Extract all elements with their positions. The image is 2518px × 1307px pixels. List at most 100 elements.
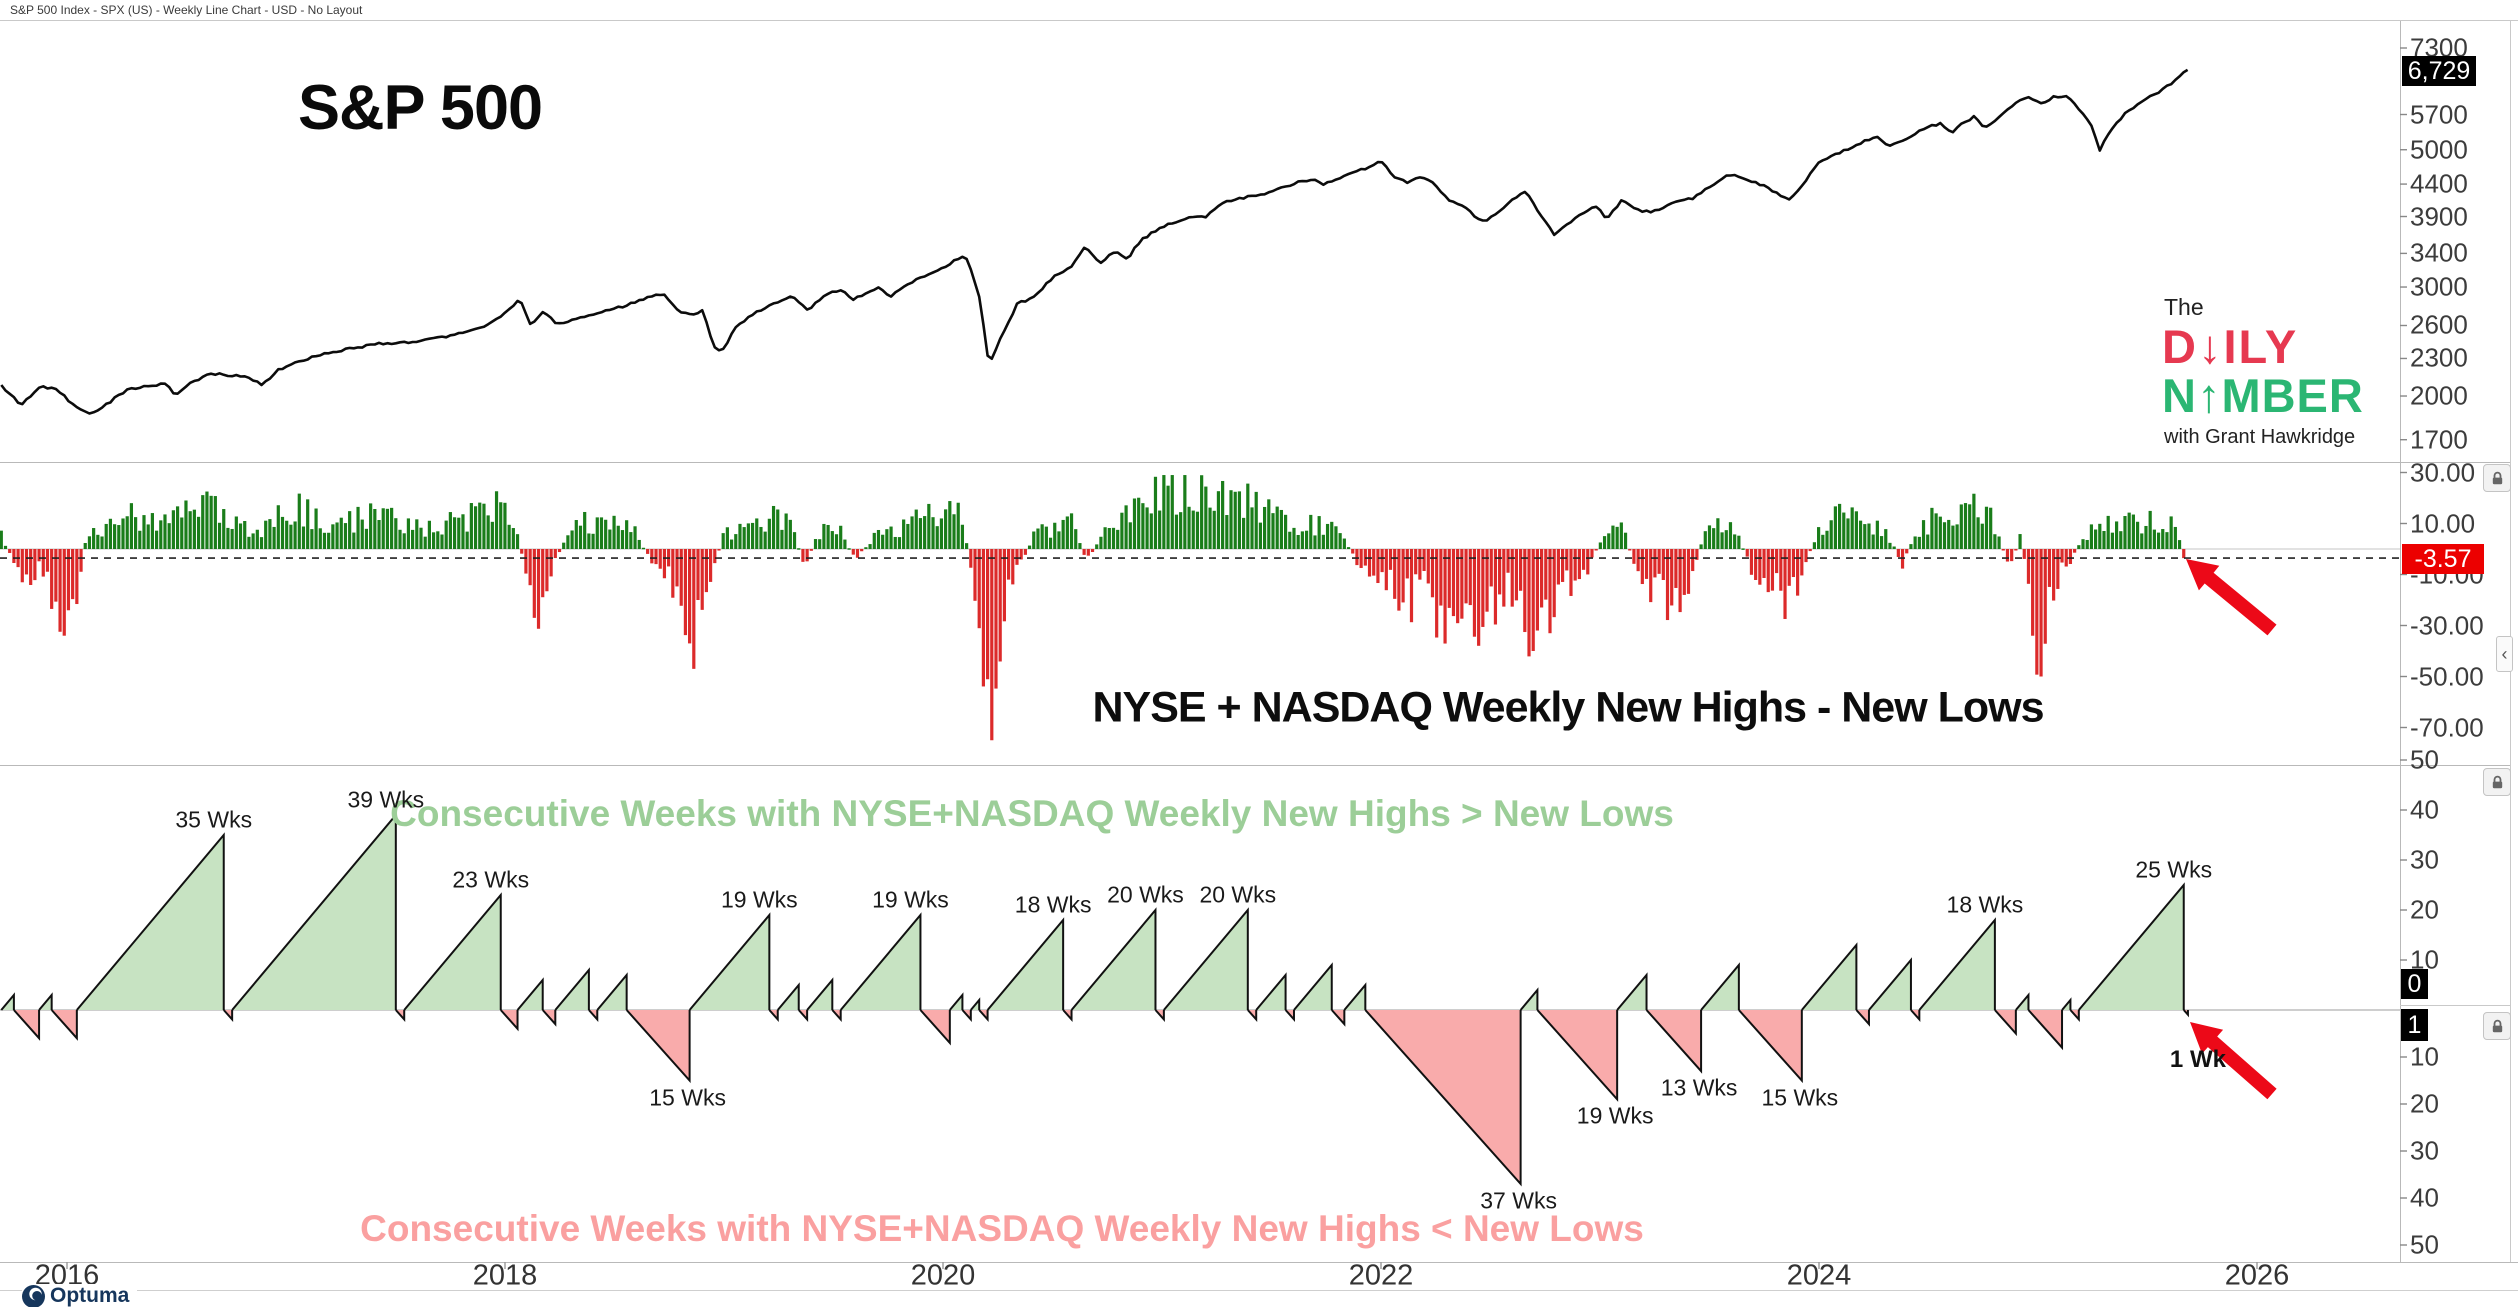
nhnl-axis-label: -30.00 [2410, 610, 2484, 640]
streak-outline-42 [1616, 972, 1648, 1011]
streak-outline-40 [1519, 987, 1539, 1011]
streak-outline-14 [596, 972, 628, 1011]
streak-up-title: Consecutive Weeks with NYSE+NASDAQ Weekl… [390, 793, 1674, 834]
nhnl-axis-label: -50.00 [2410, 661, 2484, 691]
streak-outline-33 [1247, 1009, 1258, 1023]
logo-down-arrow-icon: ↓ [2197, 320, 2224, 373]
price-panel-title: S&P 500 [298, 73, 543, 143]
streak-outline-39 [1364, 1009, 1522, 1187]
axis-lock-button-1[interactable] [2483, 768, 2511, 796]
streak-outline-41 [1536, 1009, 1619, 1102]
price-axis-label: 4400 [2410, 168, 2468, 199]
streak-outline-15 [625, 1009, 691, 1084]
streak-label: 15 Wks [649, 1084, 726, 1110]
streak-outline-44 [1700, 962, 1740, 1011]
nhnl-axis-label: 10.00 [2410, 508, 2476, 538]
streak-outline-16 [688, 912, 771, 1011]
nhnl-axis-label: -70.00 [2410, 712, 2484, 742]
logo-tagline: with Grant Hawkridge [2164, 426, 2356, 448]
streak-outline-35 [1284, 1009, 1295, 1023]
optuma-icon [22, 1284, 45, 1307]
streak-outline-47 [1855, 1009, 1870, 1027]
streak-outline-37 [1331, 1009, 1346, 1027]
streak-outline-21 [831, 1009, 842, 1023]
streak-label: 13 Wks [1660, 1074, 1738, 1101]
streak-outline-9 [499, 1009, 519, 1032]
streak-outline-29 [1062, 1009, 1073, 1023]
axis-collapse-chevron[interactable]: ‹ [2496, 636, 2513, 672]
window-title-tab[interactable]: S&P 500 Index - SPX (US) - Weekly Line C… [0, 0, 2518, 21]
nhnl-last-value-arrow [2186, 559, 2277, 636]
last-price-badge: 6,729 [2402, 56, 2476, 86]
streak-outline-18 [776, 982, 800, 1011]
time-axis-label: 2020 [910, 1259, 976, 1292]
streak-up-axis-label: 30 [2410, 844, 2439, 875]
price-axis-label: 3400 [2410, 237, 2468, 268]
streak-up-value-badge: 0 [2401, 969, 2428, 999]
streak-outline-57 [2183, 1009, 2189, 1018]
streak-down-value-badge: 1 [2401, 1009, 2428, 1041]
streak-outline-3 [50, 1009, 78, 1041]
streak-outline-20 [806, 977, 834, 1011]
axis-lock-button-0[interactable] [2483, 464, 2511, 492]
streak-label: 19 Wks [872, 886, 949, 913]
time-axis-label: 2024 [1786, 1259, 1852, 1292]
streak-outline-13 [588, 1009, 599, 1023]
streak-outline-4 [76, 832, 225, 1011]
logo-the: The [2164, 294, 2204, 320]
time-axis-label: 2026 [2224, 1259, 2290, 1292]
lock-icon [2492, 775, 2502, 788]
price-axis-label: 1700 [2410, 424, 2468, 455]
streak-label: 39 Wks [347, 786, 425, 813]
streak-outline-12 [554, 967, 590, 1011]
streak-down-axis-label: 20 [2410, 1088, 2439, 1119]
daily-number-logo: The D↓ILY N↑MBER with Grant Hawkridge [2162, 294, 2364, 448]
chevron-left-icon: ‹ [2501, 643, 2508, 664]
streak-up-axis-label: 40 [2410, 794, 2439, 825]
streak-outline-2 [38, 992, 53, 1011]
streak-outline-19 [797, 1009, 809, 1023]
nhnl-panel-title: NYSE + NASDAQ Weekly New Highs - New Low… [1092, 683, 2044, 732]
price-axis-label: 2300 [2410, 342, 2468, 373]
streak-outline-5 [222, 1009, 234, 1023]
logo-number: N↑MBER [2162, 369, 2364, 422]
nhnl-last-bar [2182, 549, 2186, 559]
streak-outline-25 [961, 1009, 972, 1023]
streak-outline-38 [1343, 982, 1367, 1011]
streak-outline-52 [2015, 992, 2030, 1011]
streak-label: 18 Wks [1014, 891, 1092, 918]
streak-outline-32 [1163, 907, 1249, 1011]
axis-lock-button-2[interactable] [2483, 1012, 2511, 1040]
streak-outline-48 [1868, 957, 1912, 1011]
streak-label: 23 Wks [452, 866, 530, 893]
streak-down-axis-label: 50 [2410, 1229, 2439, 1260]
streak-outline-51 [1994, 1009, 2017, 1037]
window-title: S&P 500 Index - SPX (US) - Weekly Line C… [10, 3, 363, 17]
streak-outline-43 [1645, 1009, 1703, 1074]
time-axis-label: 2022 [1348, 1259, 1414, 1292]
streak-outline-17 [768, 1009, 779, 1023]
streak-down-axis-label: 10 [2410, 1041, 2439, 1072]
streak-label: 19 Wks [721, 886, 798, 913]
streak-label: 25 Wks [2135, 856, 2213, 883]
time-axis-label: 2018 [472, 1259, 538, 1292]
streak-up-axis-label: 20 [2410, 894, 2439, 925]
streak-outline-26 [970, 997, 981, 1011]
streak-outline-28 [986, 917, 1065, 1011]
streak-outline-45 [1738, 1009, 1803, 1084]
price-axis-label: 5700 [2410, 99, 2468, 129]
streak-outline-49 [1910, 1009, 1921, 1023]
lock-icon [2492, 1019, 2502, 1032]
streak-label: 37 Wks [1480, 1187, 1557, 1214]
streak-label: 35 Wks [175, 806, 253, 833]
streak-outline-27 [978, 1009, 989, 1023]
streak-label: 18 Wks [1946, 891, 2024, 918]
streak-outline-6 [231, 812, 397, 1011]
streak-outline-54 [2061, 997, 2072, 1011]
streak-outline-55 [2069, 1009, 2080, 1023]
streak-label-1wk: 1 Wk [2169, 1046, 2226, 1073]
optuma-wordmark: Optuma [50, 1284, 130, 1307]
streak-up-axis-label: 50 [2410, 744, 2439, 775]
price-axis-label: 3900 [2410, 201, 2468, 231]
